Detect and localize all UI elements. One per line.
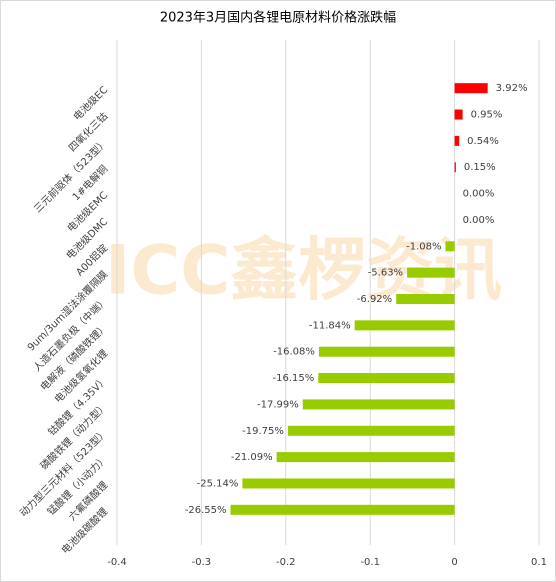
value-label: -6.92% [357,294,392,305]
chart-title: 2023年3月国内各锂电原材料价格涨跌幅 [160,10,396,26]
x-tick-label: -0.1 [360,557,380,568]
bar [454,135,460,146]
bar [318,346,455,357]
value-label: -16.08% [273,347,315,358]
bar [276,452,455,463]
value-label: 0.95% [471,110,503,121]
x-tick-label: 0.1 [531,557,547,568]
bar [445,241,455,252]
bar [407,267,455,278]
value-label: -19.75% [242,426,284,437]
value-label: -21.09% [231,452,273,463]
bar [302,399,455,410]
bar [287,425,455,436]
bar [454,109,463,120]
value-label: 0.15% [464,162,496,173]
bar [396,294,455,304]
value-label: 0.00% [463,189,495,200]
bar [242,478,455,489]
x-tick-label: -0.4 [107,557,127,568]
value-label: -26.55% [185,505,227,516]
value-label: -16.15% [273,373,315,384]
value-label: -11.84% [309,320,351,331]
value-label: 0.00% [463,215,495,226]
x-tick-label: -0.2 [276,557,296,568]
value-label: -5.63% [368,268,403,279]
bar [318,373,455,384]
x-tick-label: 0 [451,557,457,568]
value-label: 0.54% [467,136,499,147]
value-label: -17.99% [257,399,299,410]
bar [354,320,455,331]
bar [454,83,488,94]
bar [454,162,456,173]
bar [230,504,455,515]
x-tick-label: -0.3 [192,557,212,568]
value-label: -1.08% [406,241,441,252]
value-label: 3.92% [496,83,528,94]
value-label: -25.14% [197,478,239,489]
